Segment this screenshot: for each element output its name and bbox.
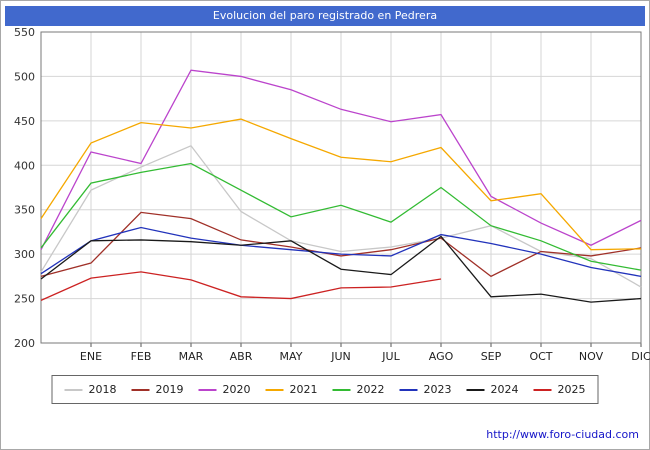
legend-item-2020: 2020: [198, 383, 251, 396]
legend-swatch-2021: [265, 388, 284, 391]
x-tick-label: MAY: [280, 350, 303, 363]
series-line-2025: [40, 271, 442, 301]
y-tick-label: 550: [14, 28, 35, 39]
series-line-2024: [40, 235, 642, 303]
legend-item-2021: 2021: [265, 383, 318, 396]
legend-label: 2018: [88, 383, 117, 396]
chart-title: Evolucion del paro registrado en Pedrera: [5, 6, 645, 26]
legend-label: 2025: [557, 383, 586, 396]
legend-label: 2020: [222, 383, 251, 396]
legend-label: 2023: [423, 383, 452, 396]
x-tick-label: ENE: [80, 350, 102, 363]
legend-item-2019: 2019: [131, 383, 184, 396]
x-tick-label: DIC: [631, 350, 650, 363]
legend-item-2023: 2023: [399, 383, 452, 396]
legend-item-2025: 2025: [533, 383, 586, 396]
footer-url[interactable]: http://www.foro-ciudad.com: [486, 428, 639, 441]
series-line-2019: [40, 211, 642, 278]
legend-swatch-2022: [332, 388, 351, 391]
y-tick-label: 350: [14, 204, 35, 217]
y-tick-label: 250: [14, 293, 35, 306]
legend-label: 2021: [289, 383, 318, 396]
x-tick-label: AGO: [429, 350, 454, 363]
series-line-2022: [40, 162, 642, 271]
series-line-2021: [40, 118, 642, 251]
y-tick-label: 300: [14, 248, 35, 261]
x-tick-label: NOV: [579, 350, 604, 363]
plot-border: [40, 31, 642, 344]
y-tick-label: 400: [14, 159, 35, 172]
legend-item-2018: 2018: [64, 383, 117, 396]
x-tick-label: JUL: [381, 350, 400, 363]
y-tick-label: 200: [14, 337, 35, 350]
legend-swatch-2018: [64, 388, 83, 391]
x-tick-label: FEB: [131, 350, 152, 363]
x-tick-label: OCT: [529, 350, 552, 363]
series-line-2020: [40, 69, 642, 250]
legend-swatch-2020: [198, 388, 217, 391]
legend-item-2022: 2022: [332, 383, 385, 396]
series-line-2023: [40, 226, 642, 277]
legend-swatch-2024: [466, 388, 485, 391]
y-tick-label: 500: [14, 70, 35, 83]
plot-area: 200 250 300 350 400 450 500 550 ENE FEB MAR ABR MAY J…: [1, 26, 650, 363]
legend: 2018 2019 2020 2021 2022 2023 2024 2025: [51, 375, 599, 404]
legend-swatch-2025: [533, 388, 552, 391]
x-tick-label: MAR: [179, 350, 204, 363]
x-tick-label: JUN: [330, 350, 351, 363]
y-tick-label: 450: [14, 115, 35, 128]
legend-swatch-2023: [399, 388, 418, 391]
legend-item-2024: 2024: [466, 383, 519, 396]
legend-label: 2019: [155, 383, 184, 396]
legend-label: 2022: [356, 383, 385, 396]
x-tick-label: ABR: [230, 350, 253, 363]
chart-canvas: 200 250 300 350 400 450 500 550 ENE FEB MAR ABR MAY J…: [14, 26, 650, 363]
legend-label: 2024: [490, 383, 519, 396]
x-tick-label: SEP: [481, 350, 502, 363]
legend-swatch-2019: [131, 388, 150, 391]
